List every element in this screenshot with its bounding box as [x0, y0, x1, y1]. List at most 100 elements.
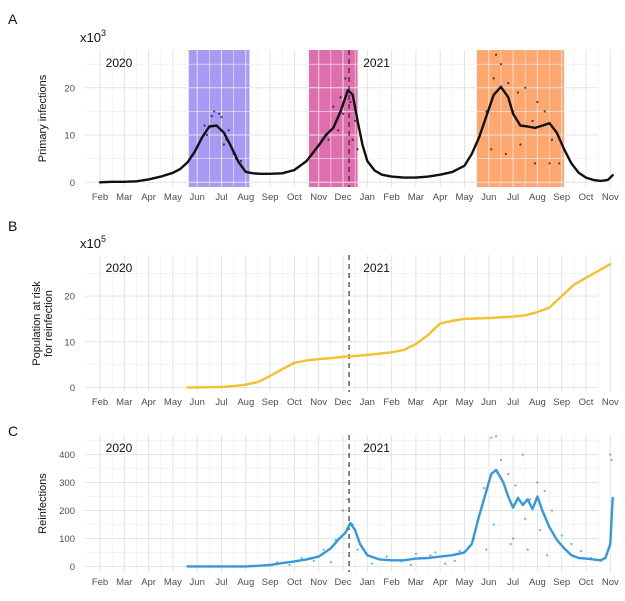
- panel-letter-b: B: [8, 218, 17, 234]
- data-point: [543, 489, 546, 493]
- data-point: [521, 453, 524, 456]
- year-label: 2020: [106, 261, 133, 275]
- y-tick-label: 200: [59, 506, 75, 517]
- data-point: [349, 100, 352, 104]
- data-point: [341, 112, 345, 115]
- data-point: [550, 138, 554, 141]
- series-line: [98, 85, 614, 184]
- x-tick-label: Dec: [335, 192, 352, 203]
- x-tick-label: Mar: [116, 192, 132, 203]
- x-tick-label: Jun: [190, 192, 205, 203]
- data-point: [351, 138, 354, 141]
- y-axis-title: Population at riskfor reinfection: [31, 281, 55, 366]
- data-point: [499, 459, 503, 462]
- y-tick-label: 0: [70, 178, 75, 189]
- data-point: [213, 110, 216, 113]
- data-point: [354, 119, 357, 122]
- data-point: [558, 162, 561, 165]
- x-tick-label: Jul: [507, 397, 519, 408]
- x-tick-label: Mar: [116, 397, 132, 408]
- x-tick-label: Oct: [579, 192, 594, 203]
- data-point: [434, 551, 437, 554]
- x-tick-label: Apr: [433, 577, 448, 588]
- x-tick-label: Aug: [529, 192, 546, 203]
- data-point: [220, 115, 223, 119]
- x-tick-label: Jun: [190, 397, 205, 408]
- x-tick-label: Aug: [237, 577, 254, 588]
- year-label: 2020: [106, 441, 133, 455]
- data-point: [341, 509, 345, 512]
- x-tick-label: May: [164, 397, 182, 408]
- data-point: [524, 86, 527, 89]
- data-point: [536, 481, 539, 484]
- data-point: [580, 549, 583, 553]
- data-point: [344, 77, 347, 80]
- year-label: 2021: [363, 261, 390, 275]
- y-axis-title: Primary infections: [37, 74, 49, 162]
- x-tick-label: Feb: [383, 397, 399, 408]
- x-tick-label: Feb: [92, 192, 108, 203]
- data-point: [217, 112, 221, 115]
- data-point: [511, 537, 515, 540]
- x-tick-label: Jul: [215, 192, 227, 203]
- data-point: [327, 138, 330, 141]
- y-tick-label: 10: [64, 131, 75, 142]
- data-point: [329, 561, 332, 564]
- x-tick-label: Apr: [433, 397, 448, 408]
- x-tick-label: Nov: [602, 397, 619, 408]
- x-tick-label: Mar: [408, 192, 424, 203]
- data-point: [371, 562, 374, 565]
- x-tick-label: Sep: [553, 577, 570, 588]
- data-point: [492, 77, 495, 80]
- x-tick-label: Jun: [190, 577, 205, 588]
- y-axis-title: Reinfections: [37, 473, 49, 534]
- data-point: [504, 152, 507, 156]
- x-tick-label: Oct: [579, 577, 594, 588]
- data-point: [443, 562, 447, 565]
- data-point: [453, 559, 456, 562]
- y-tick-label: 0: [70, 562, 75, 573]
- data-point: [222, 143, 226, 146]
- x-tick-label: Sep: [262, 577, 279, 588]
- data-point: [531, 119, 534, 122]
- x-tick-label: Dec: [335, 397, 352, 408]
- data-point: [550, 509, 554, 512]
- x-tick-label: Apr: [141, 577, 156, 588]
- x-tick-label: Mar: [408, 577, 424, 588]
- data-point: [538, 528, 541, 532]
- data-point: [529, 498, 532, 501]
- data-point: [332, 105, 335, 108]
- x-tick-label: Feb: [92, 577, 108, 588]
- year-label: 2021: [363, 441, 390, 455]
- data-point: [524, 517, 527, 520]
- x-tick-label: Oct: [287, 577, 302, 588]
- x-tick-label: Oct: [287, 192, 302, 203]
- x-tick-label: Apr: [433, 192, 448, 203]
- data-point: [203, 124, 206, 127]
- data-point: [499, 63, 503, 66]
- x-tick-label: Jun: [481, 192, 496, 203]
- y-tick-label: 400: [59, 450, 75, 461]
- y-tick-label: 10: [64, 337, 75, 348]
- data-point: [288, 563, 291, 567]
- data-point: [482, 487, 486, 490]
- x-tick-label: Feb: [92, 397, 108, 408]
- y-tick-label: 20: [64, 83, 75, 94]
- x-tick-label: May: [164, 577, 182, 588]
- x-tick-label: May: [456, 577, 474, 588]
- data-point: [300, 556, 303, 560]
- data-point: [205, 133, 209, 137]
- data-point: [610, 459, 613, 462]
- data-point: [548, 162, 551, 165]
- data-point: [356, 548, 359, 551]
- year-label: 2020: [106, 56, 133, 70]
- x-tick-label: Feb: [383, 192, 399, 203]
- x-tick-label: Dec: [335, 577, 352, 588]
- data-point: [509, 542, 512, 546]
- x-tick-label: Jan: [360, 577, 375, 588]
- data-point: [516, 91, 520, 94]
- data-point: [210, 115, 213, 118]
- x-tick-label: Jul: [507, 577, 519, 588]
- x-tick-label: Jul: [507, 192, 519, 203]
